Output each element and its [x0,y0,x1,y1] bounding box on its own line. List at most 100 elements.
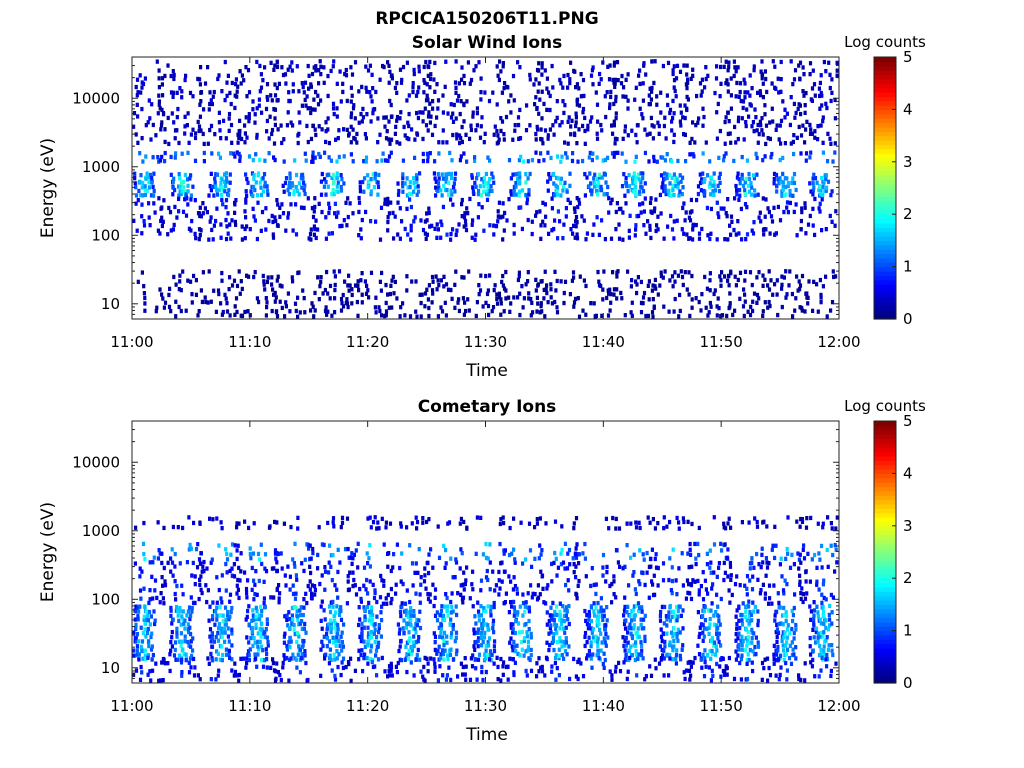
solar-wind-x-ticks: 11:00 11:10 11:20 11:30 11:40 11:50 12:00 [110,57,861,351]
heatmap-cell [320,542,324,547]
heatmap-cell [262,172,267,177]
heatmap-cell [630,618,634,623]
heatmap-cell [791,314,795,319]
heatmap-cell [307,86,311,91]
heatmap-cell [360,217,364,223]
heatmap-cell [559,279,563,284]
heatmap-cell [376,644,380,649]
heatmap-cell [567,604,571,609]
heatmap-cell [792,133,796,138]
heatmap-cell [439,626,443,631]
heatmap-cell [181,592,185,597]
heatmap-cell [612,292,616,297]
heatmap-cell [583,115,587,121]
heatmap-cell [591,65,595,70]
heatmap-cell [506,677,510,682]
heatmap-cell [561,99,565,104]
heatmap-cell [324,129,328,134]
heatmap-cell [148,116,152,121]
heatmap-cell [423,678,427,683]
heatmap-cell [654,197,658,202]
heatmap-cell [261,78,265,83]
heatmap-cell [733,196,737,201]
heatmap-cell [718,274,722,279]
heatmap-cell [723,274,727,279]
heatmap-cell [230,566,234,571]
heatmap-cell [409,617,413,622]
heatmap-cell [323,308,328,314]
heatmap-cell [431,279,435,284]
heatmap-cell [551,636,555,641]
heatmap-cell [734,94,738,99]
heatmap-cell [564,640,568,645]
heatmap-cell [238,158,242,163]
heatmap-cell [556,565,560,570]
heatmap-cell [563,630,567,635]
heatmap-cell [183,618,187,623]
heatmap-cell [472,191,476,196]
heatmap-cell [157,678,161,683]
heatmap-cell [133,561,137,566]
heatmap-cell [239,81,243,86]
heatmap-cell [238,578,242,583]
heatmap-cell [718,180,722,185]
heatmap-cell [160,560,164,566]
heatmap-cell [833,141,837,146]
heatmap-cell [325,631,329,637]
heatmap-cell [491,305,496,310]
heatmap-cell [608,63,612,68]
heatmap-cell [697,116,701,121]
heatmap-cell [745,232,750,237]
heatmap-cell [629,555,633,560]
heatmap-cell [175,634,179,639]
heatmap-cell [162,305,166,310]
heatmap-cell [743,192,747,197]
heatmap-cell [224,622,228,627]
heatmap-cell [563,180,567,185]
heatmap-cell [654,552,658,557]
heatmap-cell [559,159,563,164]
heatmap-cell [398,116,402,121]
panel-title-solar-wind: Solar Wind Ions [412,33,563,53]
heatmap-cell [335,106,339,111]
heatmap-cell [310,206,314,211]
heatmap-cell [465,159,469,164]
heatmap-cell [230,605,234,611]
heatmap-cell [499,128,503,134]
heatmap-cell [413,155,417,160]
heatmap-cell [383,201,387,206]
colorbar-segment [874,297,896,303]
heatmap-cell [461,600,465,605]
heatmap-cell [539,301,543,306]
heatmap-cell [675,631,679,637]
heatmap-cell [769,214,774,219]
heatmap-cell [147,215,151,220]
heatmap-cell [390,673,394,678]
heatmap-cell [316,552,320,558]
heatmap-cell [707,310,711,315]
heatmap-cell [509,93,513,98]
heatmap-cell [590,630,594,635]
heatmap-cell [539,569,543,574]
heatmap-cell [317,124,321,129]
heatmap-cell [460,77,464,82]
heatmap-cell [337,154,341,160]
heatmap-cell [328,296,332,301]
heatmap-cell [698,180,703,185]
heatmap-cell [368,656,372,662]
heatmap-cell [147,639,151,644]
heatmap-cell [681,115,685,120]
heatmap-cell [571,231,575,236]
heatmap-cell [310,71,315,77]
heatmap-cell [543,68,547,73]
heatmap-cell [513,660,517,665]
heatmap-cell [809,150,813,155]
heatmap-cell [333,211,337,216]
heatmap-cell [575,596,579,601]
heatmap-cell [773,64,777,69]
heatmap-cell [327,656,332,661]
heatmap-cell [450,158,454,163]
heatmap-cell [622,613,626,618]
heatmap-cell [786,181,791,186]
heatmap-cell [547,231,551,236]
